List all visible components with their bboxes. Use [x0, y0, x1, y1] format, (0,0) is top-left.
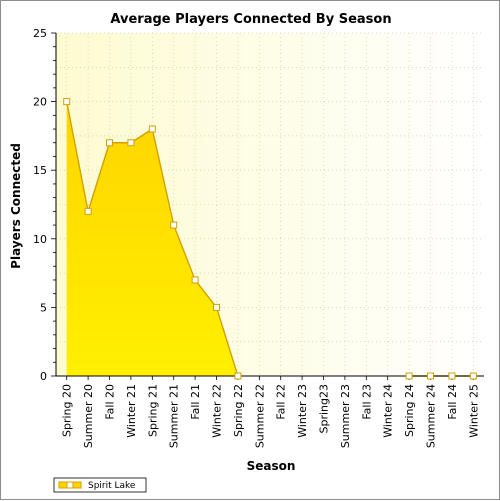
x-tick-label: Spring 20 — [61, 384, 74, 437]
chart-title: Average Players Connected By Season — [110, 12, 391, 27]
data-point — [63, 98, 71, 106]
x-tick-label: Spring 22 — [232, 384, 245, 437]
y-axis-title: Players Connected — [9, 143, 23, 269]
x-tick-label: Fall 22 — [275, 384, 288, 420]
data-point — [148, 125, 156, 133]
x-tick-label: Summer 24 — [425, 384, 438, 448]
legend-label: Spirit Lake — [88, 481, 136, 491]
grid — [56, 32, 484, 376]
x-tick-label: Winter 25 — [467, 384, 480, 438]
legend-marker — [66, 481, 74, 489]
x-tick-label: Spring 24 — [403, 384, 416, 437]
tick-labels: 0 5 10 15 20 25 Spring 20 Summer 20 Fall 20 Winte… — [33, 27, 480, 448]
x-tick-label: Summer 23 — [339, 384, 352, 448]
axes — [51, 32, 484, 380]
x-tick-label: Fall 24 — [446, 384, 459, 420]
x-tick-label: Summer 22 — [253, 384, 266, 448]
y-tick-label: 25 — [33, 27, 47, 40]
x-tick-label: Fall 20 — [104, 384, 117, 420]
area-fill — [66, 101, 238, 376]
x-tick-label: Spring 21 — [146, 384, 159, 437]
data-point — [469, 372, 477, 380]
x-axis-title: Season — [247, 459, 296, 473]
x-tick-label: Fall 23 — [360, 384, 373, 420]
x-tick-label: Winter 22 — [211, 384, 224, 438]
x-tick-label: Summer 21 — [168, 384, 181, 448]
data-point — [127, 139, 135, 147]
data-point — [427, 372, 434, 380]
x-tick-label: Winter 21 — [125, 384, 138, 438]
y-tick-label: 5 — [40, 301, 47, 314]
y-tick-label: 15 — [33, 164, 47, 177]
data-point — [191, 276, 199, 284]
data-point — [170, 221, 178, 229]
data-point — [405, 372, 413, 380]
data-point — [234, 372, 242, 380]
data-point — [106, 139, 113, 147]
x-tick-label: Winter 23 — [296, 384, 309, 438]
x-tick-label: Winter 24 — [382, 384, 395, 438]
x-tick-label: Fall 21 — [189, 384, 202, 420]
data-point — [213, 303, 220, 311]
x-tick-label: Spring23 — [318, 384, 331, 434]
y-tick-label: 0 — [40, 370, 47, 383]
data-point — [84, 207, 92, 215]
y-tick-label: 10 — [33, 233, 47, 246]
y-tick-label: 20 — [33, 96, 47, 109]
series-markers — [63, 98, 477, 380]
data-point — [448, 372, 456, 380]
x-tick-label: Summer 20 — [82, 384, 95, 448]
legend: Spirit Lake — [53, 477, 147, 493]
